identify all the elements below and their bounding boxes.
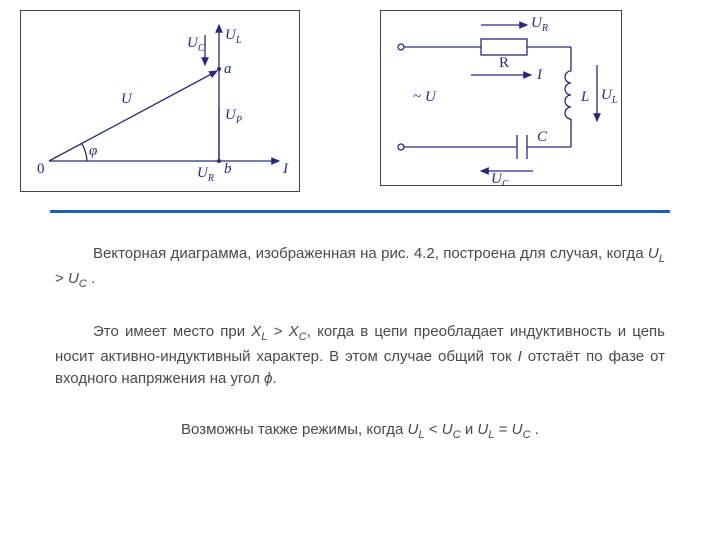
p3-UC1: U (442, 421, 453, 438)
circuit-svg: ~ U R L C I UR UL UC (381, 11, 621, 185)
p1-UC: U (68, 270, 79, 287)
p2-subC: C (299, 331, 307, 343)
label-UL: UL (601, 87, 618, 106)
p2-end: . (272, 370, 276, 387)
p3-UL2: U (477, 421, 488, 438)
p1-subC: C (79, 278, 87, 290)
phasor-svg: 0 I U φ a b UL UC UP UR (21, 11, 299, 191)
paragraph-1: Векторная диаграмма, изображенная на рис… (55, 243, 665, 293)
label-UC: UC (491, 171, 509, 185)
p3-end: . (531, 421, 539, 438)
paragraph-3: Возможны также режимы, когда UL < UC и U… (55, 419, 665, 444)
p2-text-a: Это имеет место при (93, 323, 251, 340)
label-UL: UL (225, 27, 242, 46)
label-source-U: U (425, 89, 437, 105)
p3-UL1: U (408, 421, 419, 438)
p3-text-a: Возможны также режимы, когда (181, 421, 407, 438)
label-origin: 0 (37, 161, 45, 177)
p3-subC1: C (453, 429, 461, 441)
p1-end: . (87, 270, 95, 287)
p1-text-a: Векторная диаграмма, изображенная на рис… (93, 245, 648, 262)
p1-gt: > (55, 270, 68, 287)
rlc-circuit: ~ U R L C I UR UL UC (380, 10, 622, 186)
p1-subL: L (659, 253, 665, 265)
p2-I: I (518, 348, 528, 365)
label-I: I (282, 161, 289, 177)
p2-gt: > (268, 323, 289, 340)
p1-UL: U (648, 245, 659, 262)
label-b: b (224, 161, 232, 177)
p2-XL: X (251, 323, 261, 340)
paragraph-2: Это имеет место при XL > XC, когда в цеп… (55, 321, 665, 391)
label-UP: UP (225, 107, 242, 126)
p3-lt: < (425, 421, 442, 438)
label-UC: UC (187, 35, 205, 54)
label-C: C (537, 129, 548, 145)
label-U: U (121, 91, 133, 107)
p3-eq: = (495, 421, 512, 438)
p3-and: и (461, 421, 478, 438)
p3-subC2: C (522, 429, 530, 441)
phasor-diagram: 0 I U φ a b UL UC UP UR (20, 10, 300, 192)
label-source-tilde: ~ (413, 89, 421, 105)
label-R: R (499, 55, 509, 71)
label-phi: φ (89, 143, 97, 159)
label-I: I (536, 67, 543, 83)
label-UR: UR (197, 165, 214, 184)
label-UR: UR (531, 15, 548, 34)
label-L: L (580, 89, 589, 105)
figure-row: 0 I U φ a b UL UC UP UR (0, 0, 720, 192)
content-block: Векторная диаграмма, изображенная на рис… (0, 213, 720, 444)
label-a: a (224, 61, 232, 77)
p3-UC2: U (512, 421, 523, 438)
p2-XC: X (289, 323, 299, 340)
